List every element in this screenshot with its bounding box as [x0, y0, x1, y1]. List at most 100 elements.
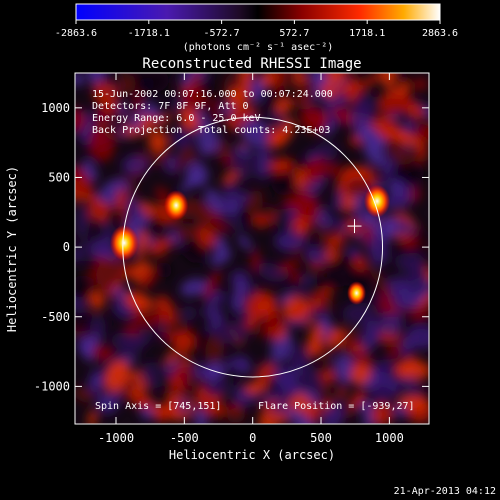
y-axis-label: Heliocentric Y (arcsec) — [5, 166, 19, 332]
map-blob — [397, 395, 429, 411]
x-tick-label: -1000 — [98, 431, 134, 445]
map-blob — [353, 194, 365, 211]
map-blob — [214, 321, 250, 344]
map-blob — [292, 189, 314, 215]
flare-position-label: Flare Position = [-939,27] — [258, 401, 415, 412]
map-blob — [322, 206, 354, 222]
annotation-block: 15-Jun-2002 00:07:16.000 to 00:07:24.000… — [92, 89, 333, 136]
map-blob — [156, 262, 172, 278]
map-blob — [256, 362, 277, 383]
map-blob — [353, 93, 376, 116]
y-tick-label: -500 — [41, 310, 70, 324]
map-blob — [203, 303, 223, 321]
map-blob — [341, 302, 378, 325]
map-blob — [364, 73, 381, 86]
map-blob — [155, 401, 177, 423]
x-axis-label: Heliocentric X (arcsec) — [169, 448, 335, 462]
map-blob — [75, 386, 95, 403]
colorbar-tick-label: -1718.1 — [128, 28, 170, 39]
colorbar-ticks: -2863.6 -1718.1 -572.7 572.7 1718.1 2863.6 — [55, 20, 458, 39]
map-blob — [118, 389, 132, 401]
map-blob — [104, 359, 131, 393]
axes-ticks: -1000 -500 0 500 1000 -1000 -500 0 500 1000 — [34, 73, 429, 445]
map-blob — [111, 332, 129, 348]
map-blob — [205, 333, 225, 365]
map-blob — [367, 231, 389, 266]
map-blob — [124, 291, 154, 312]
map-blob — [203, 98, 217, 123]
flare-source — [109, 224, 139, 261]
map-blob — [130, 115, 142, 132]
map-blob — [227, 409, 246, 423]
map-blob — [100, 73, 124, 85]
map-blob — [96, 393, 119, 415]
map-blob — [296, 79, 309, 99]
solar-limb — [122, 116, 384, 378]
map-blob — [405, 325, 429, 350]
map-blob — [374, 216, 387, 225]
y-tick-label: 500 — [48, 170, 70, 184]
map-blob — [250, 325, 261, 336]
map-blob — [325, 73, 345, 85]
map-blob — [292, 304, 305, 317]
map-blob — [258, 410, 279, 424]
map-blob — [317, 339, 333, 363]
map-blob — [262, 313, 284, 341]
map-blob — [95, 262, 123, 287]
map-blob — [320, 367, 336, 384]
map-blob — [206, 314, 225, 332]
map-blob — [130, 391, 152, 409]
map-blob — [123, 377, 138, 391]
map-blob — [413, 77, 428, 91]
map-blob — [386, 92, 413, 117]
map-blob — [283, 73, 298, 82]
map-blob — [89, 236, 114, 256]
flare-sources — [109, 184, 391, 305]
map-blob — [212, 221, 229, 234]
map-blob — [86, 73, 105, 86]
map-blob — [286, 159, 310, 170]
map-blob — [317, 220, 326, 242]
map-blob — [403, 101, 425, 120]
map-blob — [75, 73, 85, 87]
map-blob — [157, 113, 171, 126]
map-blob — [181, 306, 196, 321]
map-blob — [257, 202, 274, 219]
annotation-energy: Energy Range: 6.0 - 25.0 keV — [92, 113, 261, 124]
x-tick-label: 500 — [310, 431, 332, 445]
map-blob — [337, 387, 347, 397]
map-blob — [412, 228, 427, 243]
map-blob — [259, 399, 281, 410]
x-tick-label: 1000 — [375, 431, 404, 445]
map-blob — [180, 171, 201, 192]
map-blob — [92, 81, 118, 112]
map-blob — [148, 237, 172, 257]
map-blob — [237, 234, 252, 250]
map-blob — [209, 248, 232, 266]
plot-frame — [74, 72, 430, 425]
map-blob — [180, 278, 206, 297]
map-blob — [379, 73, 396, 89]
map-blob — [305, 156, 329, 180]
map-blob — [88, 200, 112, 223]
map-blob — [304, 276, 326, 296]
map-blob — [406, 252, 427, 273]
map-blob — [154, 366, 175, 395]
map-blob — [275, 203, 289, 238]
map-blob — [91, 344, 114, 362]
map-blob — [244, 380, 267, 395]
map-blob — [326, 249, 358, 273]
chart-title: Reconstructed RHESSI Image — [142, 56, 361, 72]
colorbar-tick-label: 2863.6 — [422, 28, 458, 39]
map-blob — [299, 106, 328, 134]
map-blob — [370, 402, 393, 424]
map-blob — [140, 269, 156, 289]
map-blob — [225, 201, 241, 214]
spin-axis-marker — [347, 219, 362, 234]
map-blob — [306, 246, 328, 265]
map-blob — [402, 362, 419, 379]
colorbar-tick-label: -572.7 — [204, 28, 240, 39]
map-blob — [369, 115, 389, 130]
map-blob — [75, 241, 91, 259]
